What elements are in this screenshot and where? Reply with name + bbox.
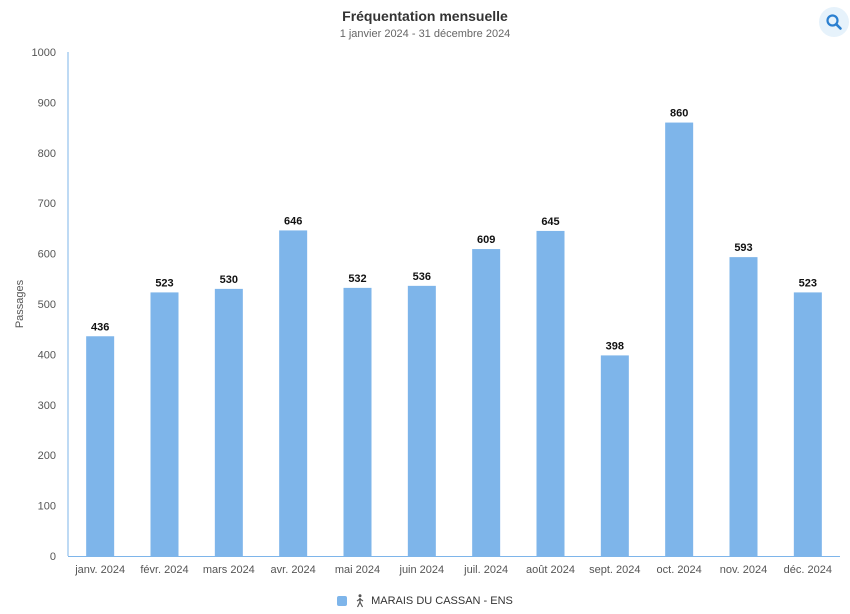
y-tick-label: 200 [38, 450, 56, 462]
y-tick-label: 400 [38, 349, 56, 361]
data-label: 593 [734, 242, 752, 254]
bar[interactable] [793, 292, 822, 556]
bar[interactable] [729, 257, 758, 556]
y-tick-label: 300 [38, 400, 56, 412]
x-tick-label: sept. 2024 [589, 564, 640, 576]
data-label: 536 [413, 271, 431, 283]
legend-label: MARAIS DU CASSAN - ENS [371, 595, 513, 607]
x-tick-label: juin 2024 [399, 564, 445, 576]
chart-title: Fréquentation mensuelle [342, 8, 508, 24]
data-label: 532 [348, 273, 366, 285]
search-icon [825, 13, 843, 31]
bar[interactable] [150, 292, 179, 556]
bar[interactable] [665, 122, 694, 556]
x-tick-label: févr. 2024 [140, 564, 188, 576]
data-label: 398 [606, 340, 624, 352]
data-label: 609 [477, 234, 495, 246]
x-tick-label: nov. 2024 [720, 564, 768, 576]
bar[interactable] [600, 355, 629, 556]
data-label: 646 [284, 215, 302, 227]
data-label: 436 [91, 321, 109, 333]
bar-chart: 0 100 200 300 400 500 600 700 800 900 1000 436 523 5… [14, 47, 840, 576]
y-axis-tick-labels: 0 100 200 300 400 500 600 700 800 900 1000 [32, 47, 56, 563]
bar[interactable] [279, 230, 308, 556]
y-tick-label: 700 [38, 198, 56, 210]
data-label: 530 [220, 274, 238, 286]
data-label: 645 [541, 216, 559, 228]
x-tick-label: août 2024 [526, 564, 575, 576]
legend-swatch [337, 596, 348, 606]
bar[interactable] [472, 249, 501, 556]
y-tick-label: 0 [50, 551, 56, 563]
data-label: 860 [670, 108, 688, 120]
y-tick-label: 1000 [32, 47, 56, 59]
bars [86, 122, 822, 557]
y-tick-label: 100 [38, 501, 56, 513]
x-tick-label: oct. 2024 [657, 564, 702, 576]
data-label: 523 [799, 277, 817, 289]
y-tick-label: 800 [38, 148, 56, 160]
zoom-button[interactable] [819, 7, 849, 37]
x-tick-label: déc. 2024 [784, 564, 832, 576]
bar[interactable] [536, 230, 565, 557]
chart-subtitle: 1 janvier 2024 - 31 décembre 2024 [339, 28, 511, 40]
pedestrian-icon [355, 594, 365, 608]
y-axis-label: Passages [14, 279, 26, 328]
x-tick-label: mai 2024 [335, 564, 380, 576]
y-tick-label: 600 [38, 249, 56, 261]
x-tick-label: mars 2024 [203, 564, 255, 576]
x-tick-label: juil. 2024 [463, 564, 508, 576]
data-label: 523 [155, 277, 173, 289]
legend[interactable]: MARAIS DU CASSAN - ENS [0, 594, 850, 608]
x-axis-tick-labels: janv. 2024 févr. 2024 mars 2024 avr. 2024 ma… [74, 564, 832, 576]
data-labels: 436 523 530 646 532 536 609 645 398 860 593 523 [91, 108, 817, 353]
x-tick-label: janv. 2024 [74, 564, 125, 576]
x-tick-label: avr. 2024 [271, 564, 316, 576]
bar[interactable] [86, 336, 115, 556]
bar[interactable] [407, 285, 436, 556]
bar[interactable] [343, 287, 372, 556]
y-tick-label: 500 [38, 299, 56, 311]
bar[interactable] [214, 288, 243, 556]
y-tick-label: 900 [38, 97, 56, 109]
